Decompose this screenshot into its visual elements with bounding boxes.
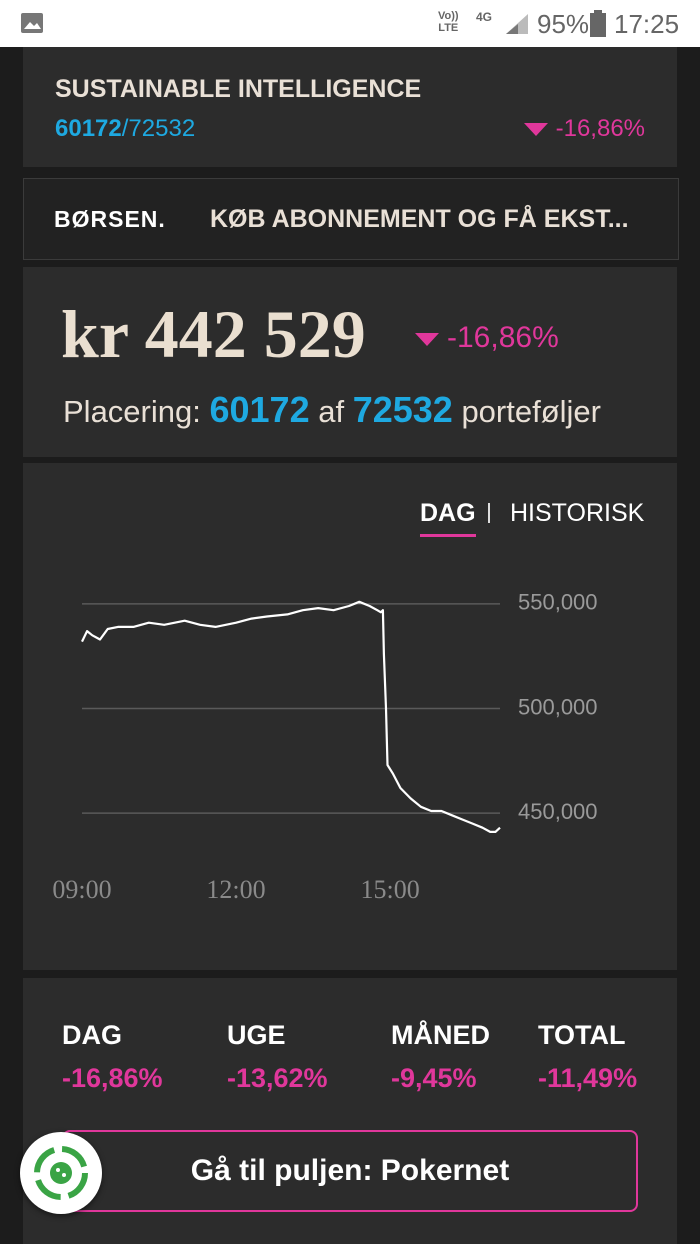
battery-icon — [590, 10, 606, 37]
down-arrow — [523, 123, 548, 137]
stat: UGE -13,62% — [227, 1020, 328, 1094]
brand-logo: BØRSEN. — [54, 206, 166, 232]
change-small: -16,86% — [523, 115, 645, 143]
portfolio-name: SUSTAINABLE INTELLIGENCE — [55, 75, 422, 103]
y-tick-label: 550,000 — [518, 590, 598, 615]
ad-banner[interactable]: BØRSEN. KØB ABONNEMENT OG FÅ EKST... — [23, 178, 679, 260]
volte-bottom: LTE — [438, 22, 459, 34]
of: af — [318, 394, 345, 429]
x-tick-label: 09:00 — [52, 875, 111, 904]
y-tick-label: 500,000 — [518, 694, 598, 719]
stat-value: -9,45% — [391, 1063, 477, 1093]
placement-label: Placering: — [63, 394, 201, 429]
stat-label: MÅNED — [391, 1020, 490, 1050]
network: 4G — [476, 10, 493, 24]
rank-line: 60172/72532 — [55, 115, 195, 143]
stat-label: UGE — [227, 1020, 286, 1050]
stat: DAG -16,86% — [62, 1020, 163, 1094]
stats-card — [23, 978, 677, 1244]
volte-top: Vo)) — [438, 10, 459, 22]
down-arrow — [415, 332, 439, 346]
stat: TOTAL -11,49% — [538, 1020, 637, 1094]
ad-text: KØB ABONNEMENT OG FÅ EKST... — [210, 205, 629, 233]
recycle-icon — [34, 1146, 88, 1200]
pool-button[interactable]: Gå til puljen: Pokernet — [62, 1130, 638, 1212]
change: -16,86% — [555, 115, 645, 142]
status-bar: Vo)) LTE 4G 95% 17:25 — [0, 0, 700, 47]
placement: Placering: 60172 af 72532 porteføljer — [63, 389, 601, 431]
x-tick-label: 15:00 — [360, 875, 419, 904]
stat-value: -11,49% — [538, 1063, 638, 1093]
y-tick-label: 450,000 — [518, 799, 598, 824]
total: 72532 — [128, 115, 196, 142]
stat-value: -16,86% — [62, 1063, 163, 1093]
stat-label: TOTAL — [538, 1020, 626, 1050]
tab-history[interactable]: HISTORISK — [510, 499, 645, 527]
x-tick-label: 12:00 — [206, 875, 265, 904]
change: -16,86% — [447, 321, 559, 354]
separator: / — [121, 115, 129, 142]
price-line — [81, 600, 501, 833]
rank: 60172 — [209, 389, 310, 430]
suffix: porteføljer — [461, 394, 601, 429]
tab-separator — [488, 503, 490, 523]
battery-level: 95% — [537, 9, 590, 39]
clock: 17:25 — [614, 9, 680, 39]
stat-label: DAG — [62, 1020, 122, 1050]
stat-value: -13,62% — [227, 1063, 328, 1093]
tab-day[interactable]: DAG — [420, 499, 476, 537]
rank: 60172 — [55, 115, 122, 142]
change-large: -16,86% — [415, 321, 559, 355]
chart-card: DAG HISTORISK 450,000 500,000 550,000 09:00… — [23, 463, 677, 970]
signal-icon — [506, 14, 528, 34]
chart: 450,000 500,000 550,000 09:00 12:00 15:00 — [52, 590, 598, 904]
total: 72532 — [352, 389, 453, 430]
floating-button[interactable] — [20, 1132, 102, 1214]
stat: MÅNED -9,45% — [391, 1020, 490, 1094]
portfolio-value: kr 442 529 — [61, 296, 366, 372]
gallery-icon — [21, 13, 43, 33]
volte: Vo)) LTE — [438, 10, 459, 34]
portfolio-summary: kr 442 529 -16,86% Placering: 60172 af 7… — [23, 267, 677, 457]
portfolio-header[interactable]: SUSTAINABLE INTELLIGENCE 60172/72532 -16… — [23, 47, 677, 167]
